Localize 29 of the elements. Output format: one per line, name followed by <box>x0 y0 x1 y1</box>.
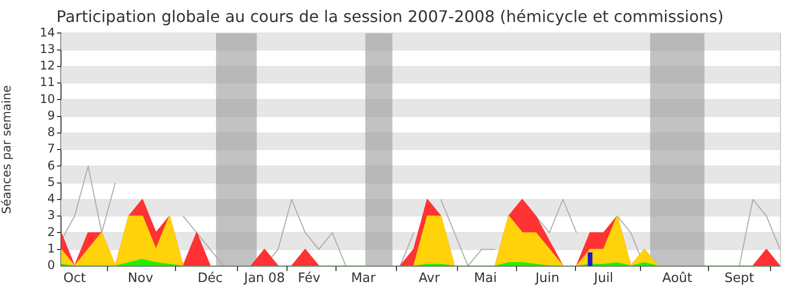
y-tick-label: 14 <box>40 25 55 40</box>
y-tick-label: 11 <box>40 75 55 90</box>
y-tick-label: 6 <box>47 158 55 172</box>
x-tick-label: Sept <box>724 271 754 286</box>
y-tick-label: 10 <box>40 92 55 106</box>
y-axis-title: Séances par semaine <box>0 85 14 214</box>
y-tick-label: 0 <box>47 258 55 272</box>
x-tick-label: Déc <box>198 271 223 286</box>
y-tick-label: 3 <box>47 208 55 222</box>
y-tick-label: 9 <box>47 108 55 122</box>
x-tick-label: Avr <box>418 271 440 286</box>
y-tick-label: 7 <box>47 142 55 156</box>
x-tick-label: Juin <box>534 271 560 286</box>
y-tick-label: 1 <box>47 241 55 256</box>
x-tick-label: Mai <box>474 271 497 286</box>
x-tick-label: Juil <box>592 271 614 286</box>
y-tick-label: 8 <box>47 125 55 140</box>
y-tick-label: 13 <box>40 42 55 56</box>
chart-title: Participation globale au cours de la session 2007-2008 (hémicycle et commissions) <box>56 6 724 26</box>
y-tick-label: 2 <box>47 224 55 239</box>
x-tick-label: Mar <box>351 271 376 286</box>
y-tick-label: 4 <box>47 192 55 206</box>
y-tick-label: 12 <box>40 58 55 73</box>
x-tick-label: Oct <box>63 271 86 286</box>
x-tick-label: Nov <box>128 271 154 286</box>
x-tick-label: Août <box>662 271 692 286</box>
x-tick-label: Fév <box>298 271 321 286</box>
x-tick-label: Jan 08 <box>243 271 285 286</box>
y-tick-label: 5 <box>47 174 55 189</box>
